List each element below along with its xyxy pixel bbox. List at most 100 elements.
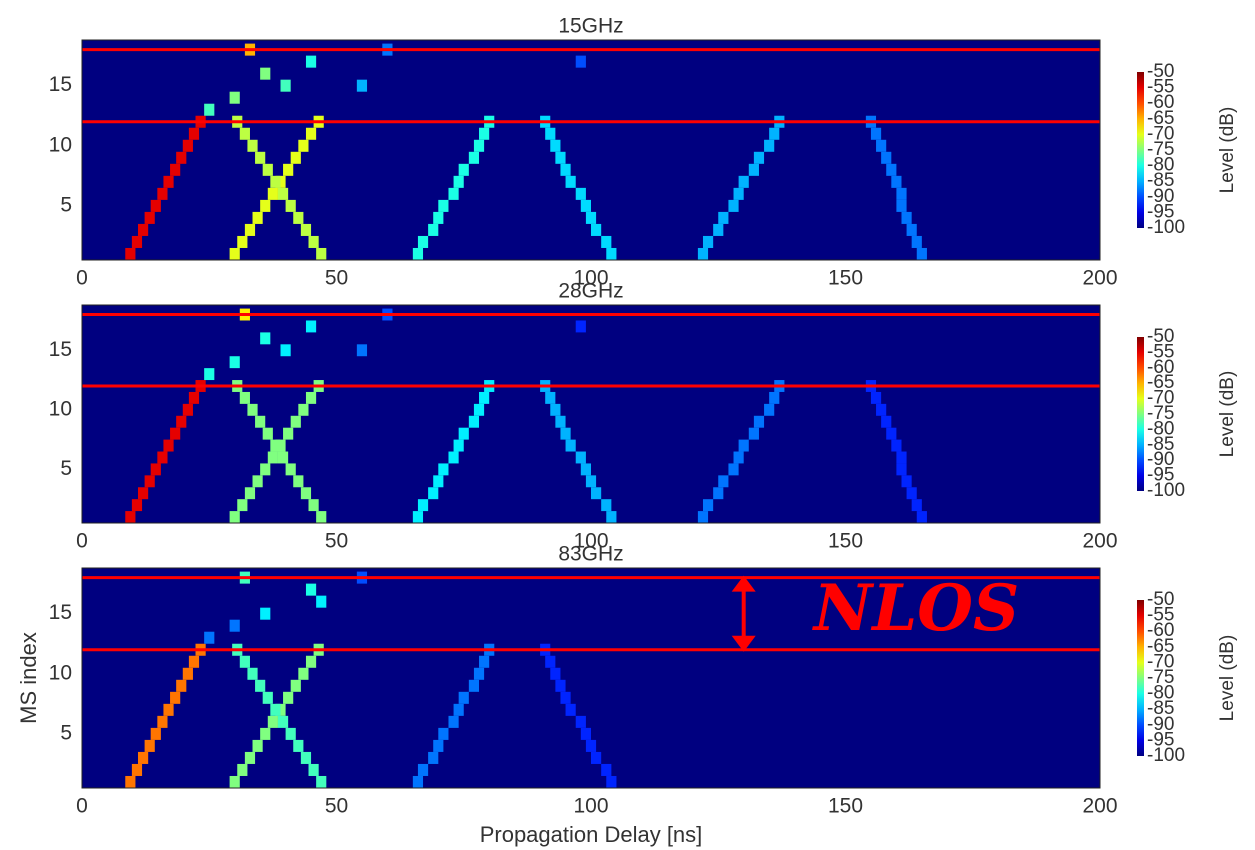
heatmap-cell — [305, 55, 317, 68]
heatmap-cell — [697, 247, 709, 260]
heatmap-cell — [769, 127, 780, 140]
heatmap-cell — [468, 151, 480, 164]
heatmap-cell — [565, 703, 576, 716]
heatmap-cell — [702, 235, 714, 248]
heatmap-cell — [252, 739, 263, 752]
colorbar-label: Level (dB) — [1217, 635, 1238, 722]
colorbar-tick-label: -85 — [1147, 698, 1174, 719]
heatmap-cell — [204, 368, 215, 381]
heatmap-cell — [733, 187, 744, 200]
heatmap-cell — [906, 223, 917, 236]
heatmap-cell — [916, 511, 927, 523]
heatmap-cell — [125, 775, 136, 788]
colorbar-tick-label: -50 — [1147, 589, 1174, 610]
heatmap-cell — [244, 223, 256, 236]
y-tick-label: 5 — [60, 193, 72, 216]
x-tick-label: 150 — [828, 267, 863, 290]
x-tick-label: 0 — [76, 795, 88, 818]
colorbar-tick-label: -80 — [1147, 683, 1174, 704]
colorbar-tick-label: -85 — [1147, 170, 1174, 191]
panel-title: 83GHz — [558, 543, 623, 566]
heatmap-cell — [591, 487, 602, 500]
heatmap-cell — [237, 763, 248, 776]
axes-frame — [81, 304, 1101, 524]
colorbar-tick-label: -80 — [1147, 155, 1174, 176]
arrow-head — [731, 575, 756, 592]
heatmap-cell — [176, 679, 187, 692]
colorbar-tick-label: -95 — [1147, 729, 1174, 750]
heatmap-cell — [305, 655, 317, 668]
heatmap-cell — [575, 715, 586, 728]
heatmap-cell — [260, 607, 271, 620]
heatmap-cell — [239, 127, 250, 140]
heatmap-cell — [316, 247, 327, 260]
heatmap-cell — [131, 499, 143, 512]
heatmap-cell — [428, 223, 439, 236]
heatmap-cell — [308, 499, 319, 512]
heatmap-cell — [601, 499, 612, 512]
y-tick-label: 10 — [49, 397, 72, 420]
heatmap-cell — [283, 691, 294, 704]
heatmap-cell — [448, 715, 459, 728]
colorbar-tick-label: -90 — [1147, 186, 1174, 207]
heatmap-cell — [433, 211, 444, 224]
y-tick-label: 15 — [49, 73, 72, 96]
heatmap-cell — [428, 751, 439, 764]
colorbar — [1137, 600, 1144, 756]
heatmap-cell — [896, 199, 907, 212]
colorbar-tick-label: -85 — [1147, 434, 1174, 455]
heatmap-cell — [255, 151, 266, 164]
heatmap-cell — [753, 151, 765, 164]
heatmap-cell — [545, 391, 556, 404]
colorbar-tick-label: -100 — [1147, 217, 1185, 238]
heatmap-cell — [601, 235, 612, 248]
heatmap-cell — [555, 415, 566, 428]
x-tick-label: 0 — [76, 530, 88, 553]
heatmap-cell — [412, 247, 424, 260]
heatmap-cell — [606, 247, 617, 260]
heatmap-cell — [575, 320, 586, 333]
heatmap-cell — [591, 223, 602, 236]
heatmap-cell — [901, 211, 912, 224]
heatmap-cell — [580, 463, 591, 476]
heatmap-cell — [479, 391, 490, 404]
heatmap-cell — [298, 403, 309, 416]
heatmap-cell — [308, 763, 319, 776]
heatmap-cell — [157, 451, 168, 464]
heatmap-cell — [260, 463, 271, 476]
heatmap-cell — [316, 775, 327, 788]
heatmap-cell — [412, 775, 424, 788]
heatmap-cell — [479, 127, 490, 140]
heatmap-cell — [293, 211, 304, 224]
heatmap-cell — [260, 727, 271, 740]
colorbar-tick-label: -60 — [1147, 92, 1174, 113]
heatmap-cell — [262, 427, 273, 440]
panel-title: 28GHz — [558, 280, 623, 303]
heatmap-cell — [560, 163, 571, 176]
heatmap-cell — [150, 727, 161, 740]
colorbar-tick-label: -70 — [1147, 388, 1174, 409]
heatmap-cell — [262, 691, 273, 704]
y-tick-label: 5 — [60, 457, 72, 480]
heatmap-cell — [728, 199, 739, 212]
heatmap-cell — [575, 55, 586, 68]
heatmap-cell — [438, 727, 449, 740]
heatmap-cell — [428, 487, 439, 500]
heatmap-cell — [290, 415, 301, 428]
heatmap-cell — [458, 163, 469, 176]
heatmap-cell — [280, 344, 291, 357]
heatmap-cell — [270, 439, 281, 452]
x-axis-label: Propagation Delay [ns] — [480, 822, 703, 847]
colorbar-tick-label: -95 — [1147, 201, 1174, 222]
annotation-text: NLOS — [812, 571, 1019, 646]
heatmap-cell — [300, 487, 312, 500]
heatmap-cell — [438, 463, 449, 476]
colorbar-tick-label: -75 — [1147, 403, 1174, 424]
heatmap-cell — [229, 91, 240, 104]
heatmap-cell — [575, 451, 586, 464]
heatmap-cell — [229, 619, 240, 632]
heatmap-cell — [906, 487, 917, 500]
heatmap-cell — [229, 511, 240, 523]
heatmap-cell — [229, 775, 240, 788]
heatmap-cell — [881, 415, 892, 428]
